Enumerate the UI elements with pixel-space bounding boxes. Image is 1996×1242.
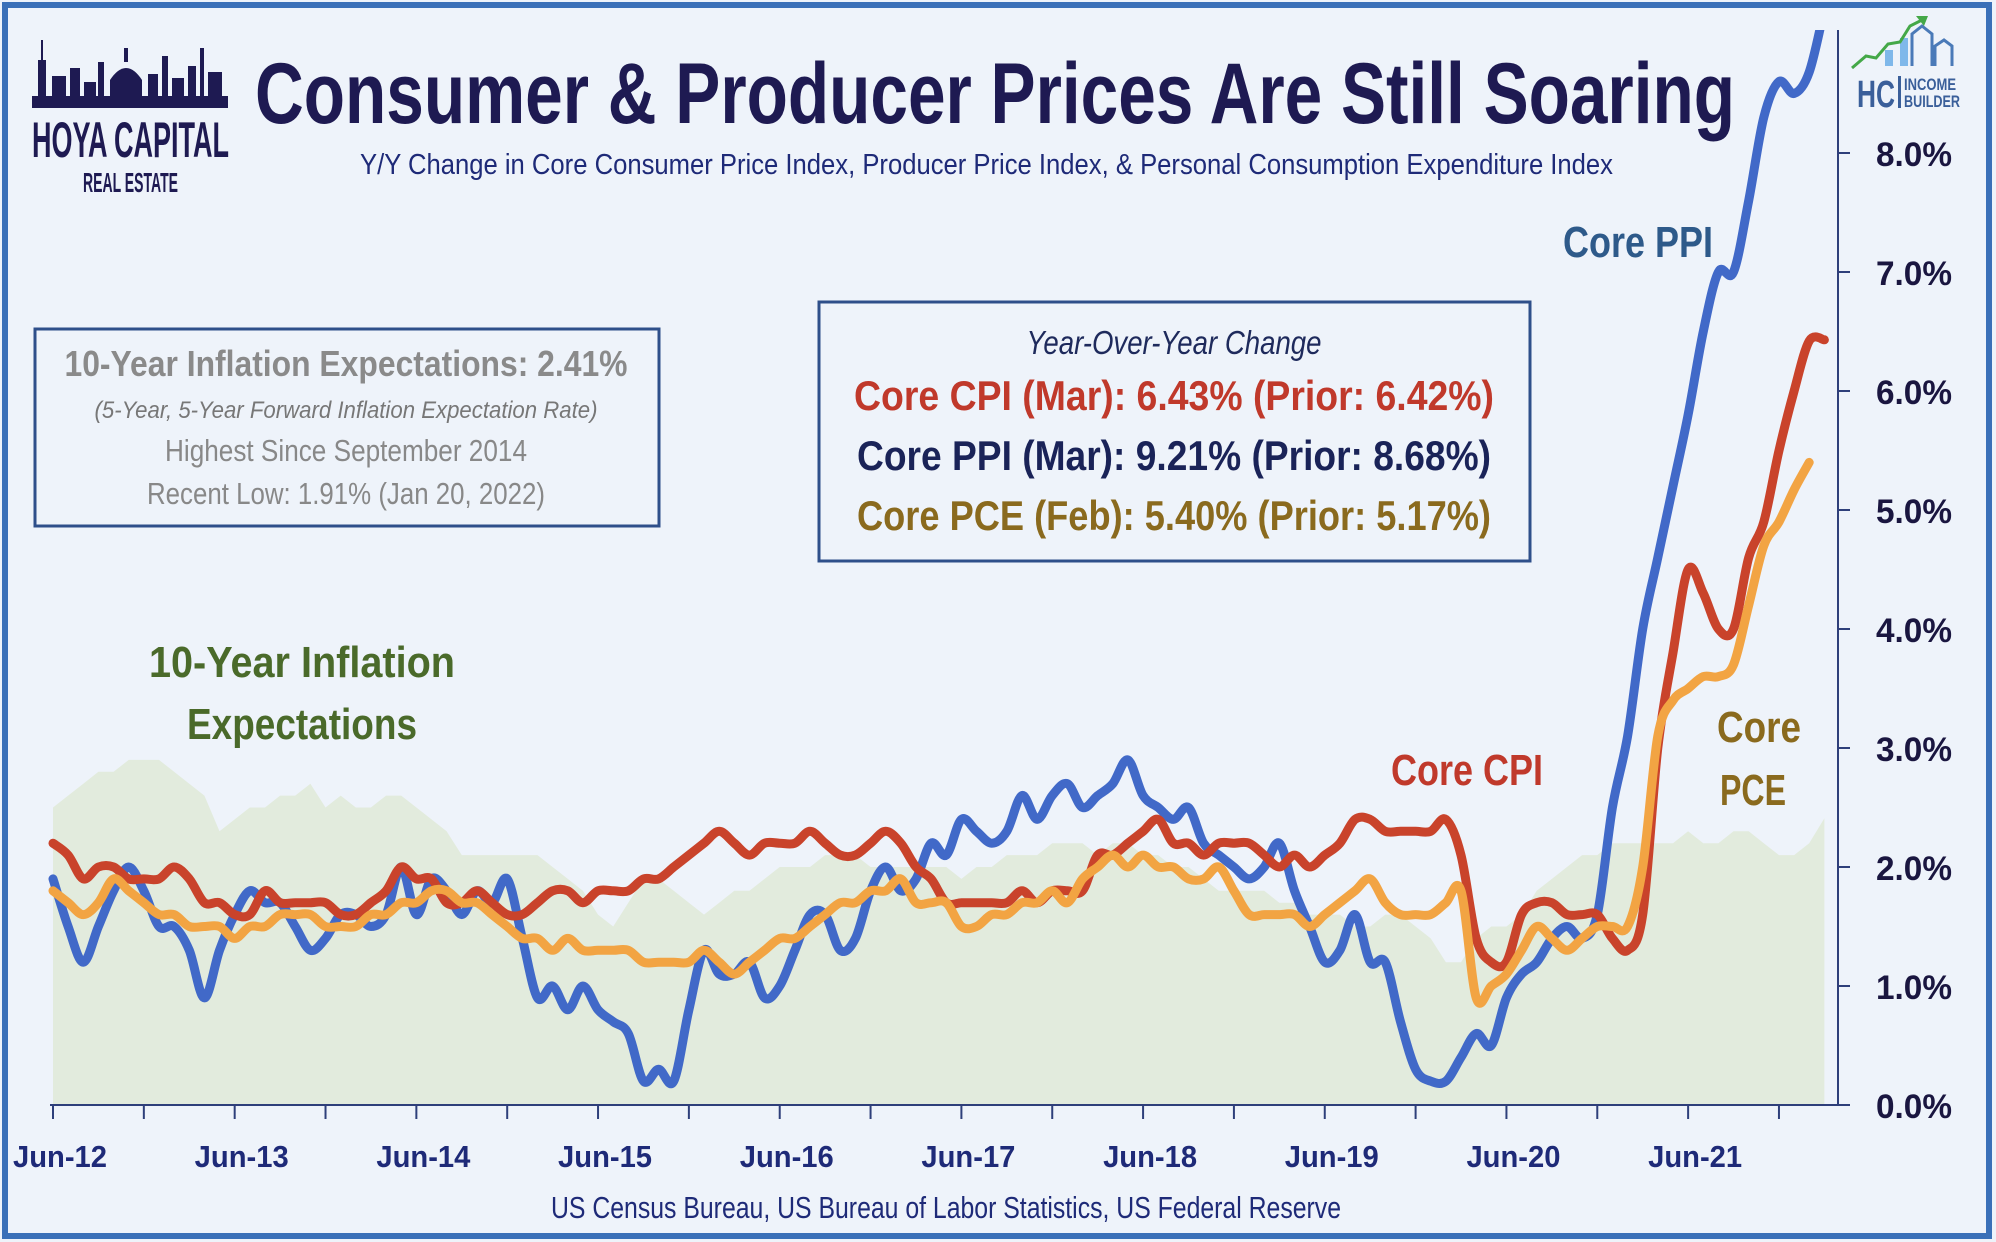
logo-right-line2: BUILDER — [1904, 92, 1960, 111]
logo-left-line1: HOYA CAPITAL — [32, 112, 229, 168]
y-tick-label: 8.0% — [1876, 136, 1952, 174]
y-tick-label: 1.0% — [1876, 969, 1952, 1007]
expectations-label-line1: 10-Year Inflation — [149, 638, 455, 687]
x-tick-label: Jun-15 — [558, 1139, 652, 1174]
x-tick-label: Jun-20 — [1466, 1139, 1560, 1174]
expectations-recent-low: Recent Low: 1.91% (Jan 20, 2022) — [147, 476, 545, 511]
chart-title: Consumer & Producer Prices Are Still Soa… — [255, 46, 1735, 142]
core-pce-line — [48, 457, 1814, 1008]
yoy-core-pce: Core PCE (Feb): 5.40% (Prior: 5.17%) — [857, 492, 1491, 539]
y-tick-label: 0.0% — [1876, 1088, 1952, 1126]
core-pce-label-line2: PCE — [1720, 766, 1786, 815]
yoy-core-ppi: Core PPI (Mar): 9.21% (Prior: 8.68%) — [857, 432, 1491, 479]
expectations-label-line2: Expectations — [187, 700, 417, 749]
chart-subtitle: Y/Y Change in Core Consumer Price Index,… — [360, 149, 1613, 181]
y-tick-label: 7.0% — [1876, 255, 1952, 293]
y-tick-label: 4.0% — [1876, 612, 1952, 650]
x-tick-label: Jun-12 — [13, 1139, 107, 1174]
x-tick-label: Jun-18 — [1103, 1139, 1197, 1174]
x-tick-label: Jun-21 — [1648, 1139, 1742, 1174]
hc-income-builder-logo: HC INCOME BUILDER — [1851, 16, 1960, 116]
x-tick-label: Jun-16 — [740, 1139, 834, 1174]
skyline-icon — [32, 40, 228, 108]
hoya-capital-logo: HOYA CAPITAL REAL ESTATE — [32, 40, 229, 198]
buildings-growth-icon — [1851, 16, 1954, 70]
yoy-change-box: Year-Over-Year Change Core CPI (Mar): 6.… — [817, 300, 1532, 563]
y-tick-label: 3.0% — [1876, 731, 1952, 769]
logo-left-line2: REAL ESTATE — [83, 167, 178, 198]
y-tick-label: 2.0% — [1876, 850, 1952, 888]
y-tick-label: 6.0% — [1876, 374, 1952, 412]
logo-right-line1: INCOME — [1904, 75, 1956, 94]
axes: Jun-12 Jun-13 Jun-14 Jun-15 Jun-16 Jun-17 Jun-… — [13, 30, 1952, 1174]
x-tick-label: Jun-17 — [921, 1139, 1015, 1174]
core-pce-label-line1: Core — [1717, 703, 1801, 752]
expectations-info-box: 10-Year Inflation Expectations: 2.41% (5… — [33, 327, 661, 528]
expectations-headline: 10-Year Inflation Expectations: 2.41% — [65, 343, 628, 384]
expectations-highest-since: Highest Since September 2014 — [165, 433, 527, 468]
10-year-inflation-expectations-area — [53, 759, 1825, 1105]
yoy-heading: Year-Over-Year Change — [1027, 324, 1322, 361]
core-cpi-label: Core CPI — [1391, 746, 1543, 795]
x-tick-label: Jun-14 — [376, 1139, 471, 1174]
y-tick-label: 5.0% — [1876, 493, 1952, 531]
x-tick-label: Jun-13 — [195, 1139, 289, 1174]
core-ppi-label: Core PPI — [1563, 218, 1713, 267]
expectations-area-layer — [53, 759, 1825, 1105]
expectations-note: (5-Year, 5-Year Forward Inflation Expect… — [95, 397, 598, 424]
logo-right-mark: HC — [1857, 74, 1895, 116]
source-note: US Census Bureau, US Bureau of Labor Sta… — [551, 1190, 1341, 1225]
yoy-core-cpi: Core CPI (Mar): 6.43% (Prior: 6.42%) — [854, 372, 1494, 419]
series-lines-layer — [48, 30, 1829, 1089]
x-tick-label: Jun-19 — [1285, 1139, 1379, 1174]
